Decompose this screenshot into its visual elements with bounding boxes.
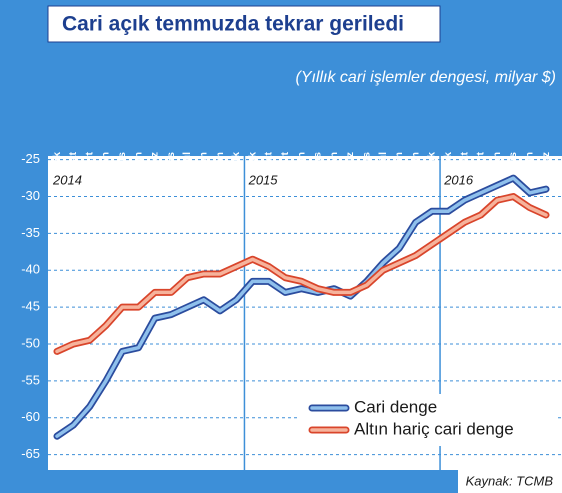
series-line — [55, 194, 548, 354]
title-box — [47, 5, 441, 43]
x-tick-label: Temmuz — [540, 152, 552, 194]
x-tick-label: Aralık — [426, 152, 438, 181]
y-tick-label: -65 — [21, 446, 40, 461]
x-tick-label: Ekim — [197, 152, 209, 177]
x-tick-label: Kasım — [409, 152, 421, 184]
plot: -25 -30 -35 -40 -45 -50 -55 -60 -65 Ocak Şubat Mart… — [21, 151, 562, 470]
x-tick-label: Eylül — [181, 152, 193, 177]
y-tick-label: -45 — [21, 299, 40, 314]
x-tick-label: Ocak — [246, 152, 258, 178]
y-tick-label: -55 — [21, 372, 40, 387]
x-tick-label: Ekim — [393, 152, 405, 177]
legend-label: Cari denge — [354, 397, 437, 416]
series-line — [55, 176, 548, 438]
x-tick-label: Temmuz — [344, 152, 356, 194]
y-tick-label: -30 — [21, 188, 40, 203]
x-tick-label: Mart — [279, 151, 291, 174]
y-tick-label: -50 — [21, 335, 40, 350]
x-tick-label: Mart — [475, 151, 487, 174]
x-tick-label: Haziran — [328, 152, 340, 190]
x-tick-label: Nisan — [295, 152, 307, 181]
year-label: 2016 — [443, 172, 474, 187]
x-tick-label: Nisan — [100, 152, 112, 181]
x-tick-label: Haziran — [132, 152, 144, 190]
chart-title: Cari açık temmuzda tekrar geriledi — [62, 13, 404, 36]
x-tick-label: Temmuz — [149, 152, 161, 194]
x-tick-label: Eylül — [377, 152, 389, 177]
x-tick-label: Ocak — [51, 152, 63, 178]
x-tick-label: Mayıs — [507, 152, 519, 181]
x-tick-label: Aralık — [230, 152, 242, 181]
x-tick-label: Mayıs — [312, 152, 324, 181]
legend-label: Altın hariç cari denge — [354, 419, 514, 438]
y-tick-label: -35 — [21, 225, 40, 240]
source-box — [458, 470, 562, 493]
x-tick-label: Haziran — [523, 152, 535, 190]
chart-subtitle: (Yıllık cari işlemler dengesi, milyar $) — [295, 69, 556, 86]
x-tick-label: Şubat — [67, 152, 79, 182]
y-tick-label: -25 — [21, 151, 40, 166]
x-tick-label: Mayıs — [116, 152, 128, 181]
x-tick-label: Ocak — [442, 152, 454, 178]
x-tick-label: Mart — [83, 151, 95, 174]
x-tick-label: Şubat — [458, 152, 470, 182]
year-label: 2015 — [248, 172, 279, 187]
y-tick-label: -40 — [21, 262, 40, 277]
x-tick-label: Ağustos — [165, 152, 177, 194]
x-tick-label: Kasım — [214, 152, 226, 184]
y-tick-label: -60 — [21, 409, 40, 424]
x-tick-label: Nisan — [491, 152, 503, 181]
year-label: 2014 — [52, 172, 82, 187]
source: Kaynak: TCMB — [466, 473, 554, 488]
legend-box — [300, 394, 556, 446]
x-tick-label: Şubat — [263, 152, 275, 182]
x-tick-label: Ağustos — [360, 152, 372, 194]
